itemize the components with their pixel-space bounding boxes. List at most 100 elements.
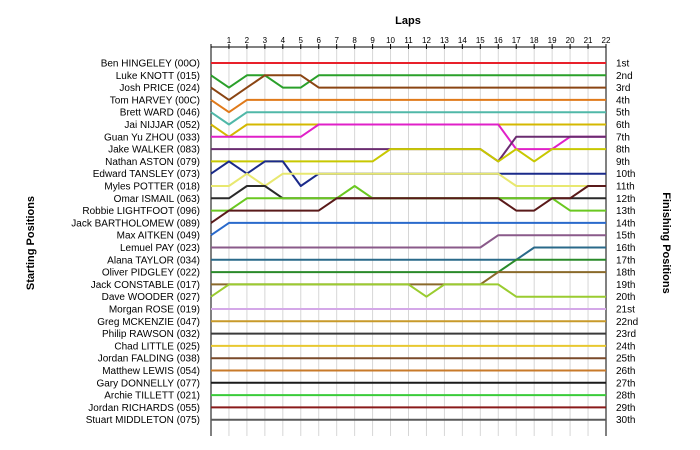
finishing-label: 7th	[616, 132, 630, 143]
driver-label: Gary DONNELLY (077)	[96, 378, 200, 389]
finishing-label: 13th	[616, 206, 635, 217]
driver-label: Jake WALKER (083)	[108, 145, 200, 156]
lap-tick-label: 14	[458, 36, 467, 45]
driver-label: Luke KNOTT (015)	[116, 71, 200, 82]
finishing-label: 30th	[616, 415, 635, 426]
finishing-label: 11th	[616, 182, 635, 193]
finishing-label: 9th	[616, 157, 630, 168]
series-line	[210, 283, 606, 298]
finishing-label: 8th	[616, 145, 630, 156]
lap-tick-label: 6	[317, 36, 322, 45]
series-line	[211, 258, 606, 274]
lap-tick-label: 19	[548, 36, 557, 45]
finishing-position-labels: 1st2nd3rd4th5th6th7th8th9th10th11th12th1…	[616, 59, 638, 427]
driver-label: Robbie LIGHTFOOT (096)	[82, 206, 200, 217]
lap-tick-label: 2	[245, 36, 250, 45]
driver-label: Tom HARVEY (00C)	[110, 95, 200, 106]
driver-label: Jack BARTHOLOMEW (089)	[71, 218, 200, 229]
chart-title: Laps	[395, 15, 421, 27]
finishing-label: 17th	[616, 255, 635, 266]
finishing-label: 21st	[616, 305, 635, 316]
finishing-label: 29th	[616, 403, 635, 414]
driver-label: Dave WOODER (027)	[102, 292, 200, 303]
finishing-label: 20th	[616, 292, 635, 303]
lap-tick-label: 4	[281, 36, 286, 45]
driver-label: Jack CONSTABLE (017)	[91, 280, 200, 291]
lap-tick-label: 18	[530, 36, 539, 45]
lap-tick-label: 7	[334, 36, 339, 45]
driver-label: Max AITKEN (049)	[117, 231, 200, 242]
driver-label: Lemuel PAY (023)	[120, 243, 200, 254]
driver-label: Alana TAYLOR (034)	[107, 255, 200, 266]
lap-tick-label: 8	[352, 36, 357, 45]
finishing-label: 10th	[616, 169, 635, 180]
series-lines	[210, 62, 606, 421]
driver-label: Greg MCKENZIE (047)	[97, 317, 200, 328]
finishing-label: 5th	[616, 108, 630, 119]
lap-tick-label: 5	[299, 36, 304, 45]
lap-tick-label: 20	[566, 36, 575, 45]
lap-tick-label: 21	[584, 36, 593, 45]
series-line	[210, 74, 606, 89]
driver-label: Chad LITTLE (025)	[114, 341, 200, 352]
finishing-label: 4th	[616, 95, 630, 106]
driver-label: Oliver PIDGLEY (022)	[102, 268, 200, 279]
lap-tick-label: 3	[263, 36, 268, 45]
series-line	[210, 221, 606, 237]
driver-label: Guan Yu ZHOU (033)	[104, 132, 200, 143]
finishing-label: 15th	[616, 231, 635, 242]
driver-label: Jai NIJJAR (052)	[124, 120, 200, 131]
series-line	[210, 98, 606, 114]
series-line	[211, 234, 606, 249]
finishing-label: 28th	[616, 391, 635, 402]
series-line	[211, 172, 606, 187]
lap-tick-label: 15	[476, 36, 485, 45]
finishing-label: 6th	[616, 120, 630, 131]
lap-tick-label: 10	[386, 36, 395, 45]
finishing-label: 26th	[616, 366, 635, 377]
lap-tick-label: 13	[440, 36, 449, 45]
driver-label: Jordan FALDING (038)	[98, 354, 200, 365]
lap-tick-label: 11	[404, 36, 413, 45]
driver-label: Brett WARD (046)	[120, 108, 200, 119]
finishing-label: 18th	[616, 268, 635, 279]
finishing-label: 14th	[616, 218, 635, 229]
lap-tick-label: 9	[370, 36, 375, 45]
lap-tick-label: 12	[422, 36, 431, 45]
series-line	[210, 185, 606, 224]
driver-label: Matthew LEWIS (054)	[102, 366, 200, 377]
finishing-label: 22nd	[616, 317, 638, 328]
finishing-label: 12th	[616, 194, 635, 205]
lap-tick-label: 22	[602, 36, 611, 45]
driver-labels: Ben HINGELEY (00O)Luke KNOTT (015)Josh P…	[71, 59, 200, 427]
finishing-label: 23rd	[616, 329, 636, 340]
grid-lines	[210, 47, 607, 436]
lap-tick-label: 17	[512, 36, 521, 45]
lap-tick-label: 1	[227, 36, 232, 45]
driver-label: Ben HINGELEY (00O)	[101, 59, 200, 70]
series-line	[210, 111, 606, 126]
driver-label: Morgan ROSE (019)	[109, 305, 200, 316]
finishing-label: 1st	[616, 59, 630, 70]
driver-label: Jordan RICHARDS (055)	[88, 403, 200, 414]
driver-label: Stuart MIDDLETON (075)	[86, 415, 200, 426]
finishing-label: 16th	[616, 243, 635, 254]
driver-label: Archie TILLETT (021)	[104, 391, 200, 402]
finishing-label: 19th	[616, 280, 635, 291]
driver-label: Nathan ASTON (079)	[105, 157, 200, 168]
series-line	[210, 74, 606, 101]
driver-label: Philip RAWSON (032)	[102, 329, 200, 340]
driver-label: Josh PRICE (024)	[119, 83, 200, 94]
series-line	[211, 246, 606, 261]
driver-label: Myles POTTER (018)	[104, 182, 200, 193]
finishing-label: 24th	[616, 341, 635, 352]
series-line	[211, 123, 606, 151]
finishing-label: 3rd	[616, 83, 630, 94]
finishing-label: 25th	[616, 354, 635, 365]
lap-ticks: 1 2 3 4 5 6 7 8 9 10 11 12 13 14 15 16 17 18 19 20 21 22	[210, 36, 611, 49]
driver-label: Omar ISMAIL (063)	[114, 194, 200, 205]
lap-tick-label: 16	[494, 36, 503, 45]
finishing-label: 2nd	[616, 71, 633, 82]
driver-label: Edward TANSLEY (073)	[93, 169, 200, 180]
